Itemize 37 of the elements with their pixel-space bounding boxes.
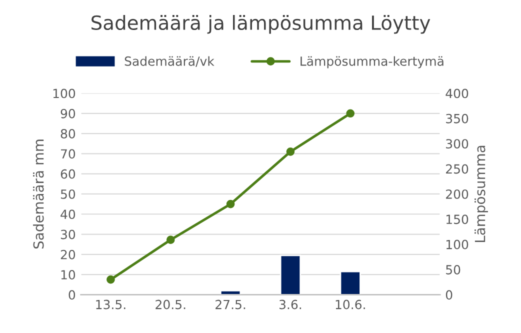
y2-tick-label: 50 <box>446 264 460 274</box>
point <box>166 236 175 244</box>
y-tick-label: 20 <box>60 250 76 260</box>
y-tick-label: 0 <box>68 290 76 300</box>
y-tick-label: 100 <box>53 88 76 98</box>
point <box>106 275 115 284</box>
y-tick-label: 80 <box>60 129 76 138</box>
y-tick-label: 90 <box>60 108 76 118</box>
bar <box>340 270 361 295</box>
chart-title: Sademäärä ja lämpösumma Löytty <box>92 14 430 34</box>
y2-tick-label: 300 <box>446 139 468 149</box>
y-tick-label: 40 <box>60 210 76 220</box>
y2-axis-title: Lämpösumma <box>474 146 488 242</box>
y-tick-label: 50 <box>60 189 76 199</box>
x-tick-label: 27.5. <box>216 300 246 310</box>
y2-tick-label: 0 <box>446 290 452 300</box>
legend-label: Sademäärä/vk <box>124 56 214 67</box>
y-tick-label: 30 <box>60 230 76 240</box>
x-tick-label: 20.5. <box>156 300 186 310</box>
y2-tick-label: 250 <box>446 164 468 174</box>
point <box>346 109 355 118</box>
y2-tick-label: 150 <box>446 214 468 224</box>
y2-tick-label: 100 <box>446 240 468 250</box>
x-tick-label: 13.5. <box>96 300 126 310</box>
legend-label: Lämpösumma-kertymä <box>300 56 444 68</box>
x-tick-label: 10.6. <box>336 300 365 310</box>
y2-tick-label: 350 <box>446 114 468 124</box>
x-tick-label: 3.6. <box>279 300 302 310</box>
y-tick-label: 10 <box>61 270 76 280</box>
y-axis-title: Sademäärä mm <box>33 140 44 249</box>
point <box>226 200 235 208</box>
bar <box>280 254 302 295</box>
y-tick-label: 70 <box>61 149 76 159</box>
y2-tick-label: 200 <box>446 189 468 199</box>
y-tick-label: 60 <box>60 169 76 179</box>
point <box>286 148 295 156</box>
y2-tick-label: 400 <box>446 88 468 98</box>
